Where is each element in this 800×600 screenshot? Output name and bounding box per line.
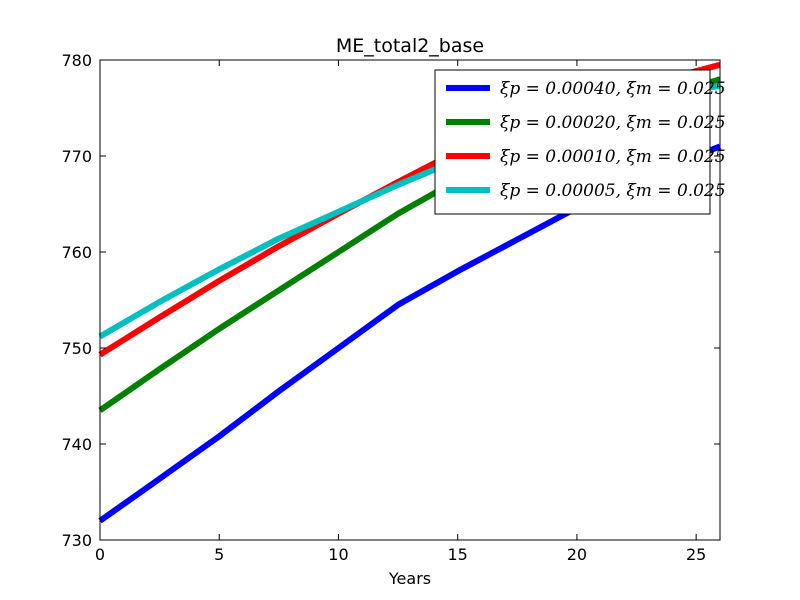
x-tick-label: 25 [686,545,706,564]
x-axis-title: Years [388,569,431,588]
legend-items: ξp = 0.00040, ξm = 0.025 ξp = 0.00020, ξm… [446,79,726,201]
x-tick-label: 5 [214,545,224,564]
legend-label-1: ξp = 0.00040, ξm = 0.025 [500,79,726,99]
y-axis-ticks: 730 740 750 760 770 780 [61,51,720,550]
y-tick-label: 780 [61,51,92,70]
plot-area-frame [99,59,721,541]
y-tick-label: 750 [61,339,92,358]
y-tick-label: 730 [61,531,92,550]
legend-label-3: ξp = 0.00010, ξm = 0.025 [500,147,726,167]
legend-label-2: ξp = 0.00020, ξm = 0.025 [500,113,726,133]
x-tick-label: 10 [328,545,348,564]
chart-title: ME_total2_base [336,35,484,57]
x-tick-label: 20 [567,545,587,564]
legend-label-4: ξp = 0.00005, ξm = 0.025 [500,181,726,201]
x-tick-label: 0 [95,545,105,564]
y-tick-label: 770 [61,147,92,166]
x-axis-ticks: 0 5 10 15 20 25 [95,60,706,564]
y-tick-label: 760 [61,243,92,262]
y-tick-label: 740 [61,435,92,454]
x-tick-label: 15 [448,545,468,564]
legend: ξp = 0.00040, ξm = 0.025 ξp = 0.00020, ξm… [434,69,726,215]
